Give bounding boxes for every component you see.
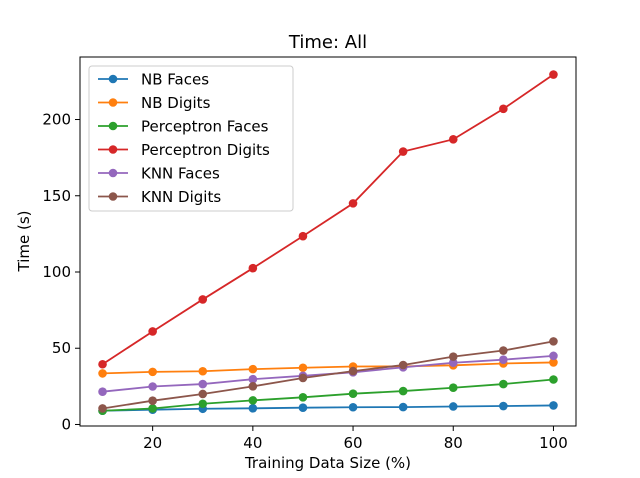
y-tick-label: 50	[52, 339, 71, 357]
legend-item-knn-faces: KNN Faces	[98, 165, 220, 183]
data-point-nb-digits	[549, 358, 558, 367]
x-axis-label: Training Data Size (%)	[244, 454, 411, 472]
x-tick-label: 80	[444, 434, 463, 452]
data-point-nb-digits	[248, 364, 258, 374]
data-point-knn-digits	[248, 382, 258, 391]
legend-item-knn-digits: KNN Digits	[98, 188, 221, 206]
data-point-knn-faces	[499, 355, 508, 364]
data-point-nb-faces	[298, 403, 308, 413]
data-point-knn-faces	[248, 374, 258, 384]
data-point-perceptron-digits	[248, 263, 258, 273]
data-point-perceptron-digits	[198, 295, 208, 304]
y-tick-label: 100	[42, 263, 71, 281]
x-tick-label: 100	[539, 434, 568, 452]
data-point-knn-faces	[448, 358, 458, 368]
data-point-perceptron-digits	[499, 104, 508, 114]
series-line-nb-digits	[102, 361, 554, 375]
data-point-nb-digits	[98, 369, 107, 378]
legend-marker	[108, 74, 118, 84]
data-point-nb-faces	[248, 404, 258, 413]
legend-label: KNN Digits	[141, 188, 221, 206]
data-point-nb-faces	[499, 401, 508, 411]
x-axis-ticks: 20 40 60 80 100	[143, 426, 568, 452]
series-line-nb-faces	[102, 404, 554, 412]
data-point-perceptron-faces	[499, 379, 508, 389]
legend-label: NB Faces	[141, 71, 209, 89]
data-point-nb-faces	[549, 401, 558, 410]
legend-item-nb-digits: NB Digits	[98, 94, 211, 112]
legend-label: Perceptron Digits	[141, 141, 270, 159]
legend-marker	[108, 121, 118, 131]
data-point-knn-faces	[98, 387, 107, 396]
data-point-perceptron-faces	[198, 399, 208, 409]
data-point-nb-digits	[198, 366, 208, 376]
data-point-perceptron-digits	[448, 135, 458, 144]
plot-frame	[79, 56, 577, 427]
y-tick-label: 200	[42, 111, 71, 129]
data-point-knn-digits	[398, 360, 408, 370]
series-perceptron-digits	[98, 70, 558, 369]
legend: NB Faces NB Digits Perceptron Faces Percept…	[88, 65, 294, 212]
data-point-perceptron-digits	[398, 147, 408, 156]
data-point-knn-digits	[198, 389, 208, 399]
data-point-perceptron-digits	[549, 70, 558, 79]
data-point-knn-digits	[348, 366, 358, 376]
data-point-knn-faces	[198, 379, 208, 389]
data-point-perceptron-faces	[448, 383, 458, 393]
data-point-perceptron-digits	[348, 199, 358, 208]
data-point-perceptron-digits	[148, 327, 157, 336]
x-tick-label: 40	[243, 434, 262, 452]
legend-label: NB Digits	[141, 94, 211, 112]
legend-item-nb-faces: NB Faces	[98, 71, 209, 89]
series-line-perceptron-faces	[102, 378, 554, 412]
data-point-perceptron-faces	[148, 404, 157, 413]
data-point-knn-digits	[98, 404, 107, 413]
series-line-perceptron-digits	[102, 73, 554, 365]
legend-label: KNN Faces	[141, 165, 220, 183]
data-point-perceptron-faces	[549, 375, 558, 384]
data-point-perceptron-digits	[98, 359, 107, 369]
data-point-knn-faces	[549, 351, 558, 361]
series-line-knn-digits	[102, 340, 554, 410]
data-point-perceptron-faces	[248, 396, 258, 405]
data-point-knn-faces	[148, 382, 157, 391]
data-point-knn-digits	[448, 352, 458, 361]
data-point-perceptron-faces	[398, 386, 408, 396]
chart-title: Time: All	[288, 32, 367, 53]
y-tick-label: 0	[61, 415, 71, 433]
y-axis-ticks: 0 50 100 150 200	[42, 111, 80, 433]
x-tick-label: 60	[344, 434, 363, 452]
data-point-nb-faces	[448, 402, 458, 411]
legend-item-perceptron-faces: Perceptron Faces	[98, 118, 269, 136]
data-point-knn-digits	[549, 337, 558, 346]
legend-marker	[108, 145, 118, 154]
data-point-perceptron-faces	[298, 393, 308, 402]
legend-label: Perceptron Faces	[141, 118, 269, 136]
series-knn-digits	[98, 337, 558, 413]
legend-marker	[108, 192, 118, 201]
legend-marker	[108, 98, 118, 107]
legend-box	[88, 65, 294, 212]
series-layer	[98, 70, 558, 416]
legend-marker	[108, 168, 118, 178]
data-point-nb-digits	[298, 363, 308, 373]
data-point-knn-digits	[298, 373, 308, 383]
data-point-knn-digits	[148, 396, 157, 405]
data-point-perceptron-digits	[298, 231, 308, 241]
data-point-nb-digits	[148, 367, 157, 377]
data-point-nb-faces	[398, 402, 408, 412]
y-axis-label: Time (s)	[15, 211, 33, 273]
y-tick-label: 150	[42, 187, 71, 205]
data-point-perceptron-faces	[348, 389, 358, 398]
legend-item-perceptron-digits: Perceptron Digits	[98, 141, 270, 159]
data-point-knn-digits	[499, 346, 508, 355]
data-point-nb-faces	[348, 402, 358, 412]
x-tick-label: 20	[143, 434, 162, 452]
